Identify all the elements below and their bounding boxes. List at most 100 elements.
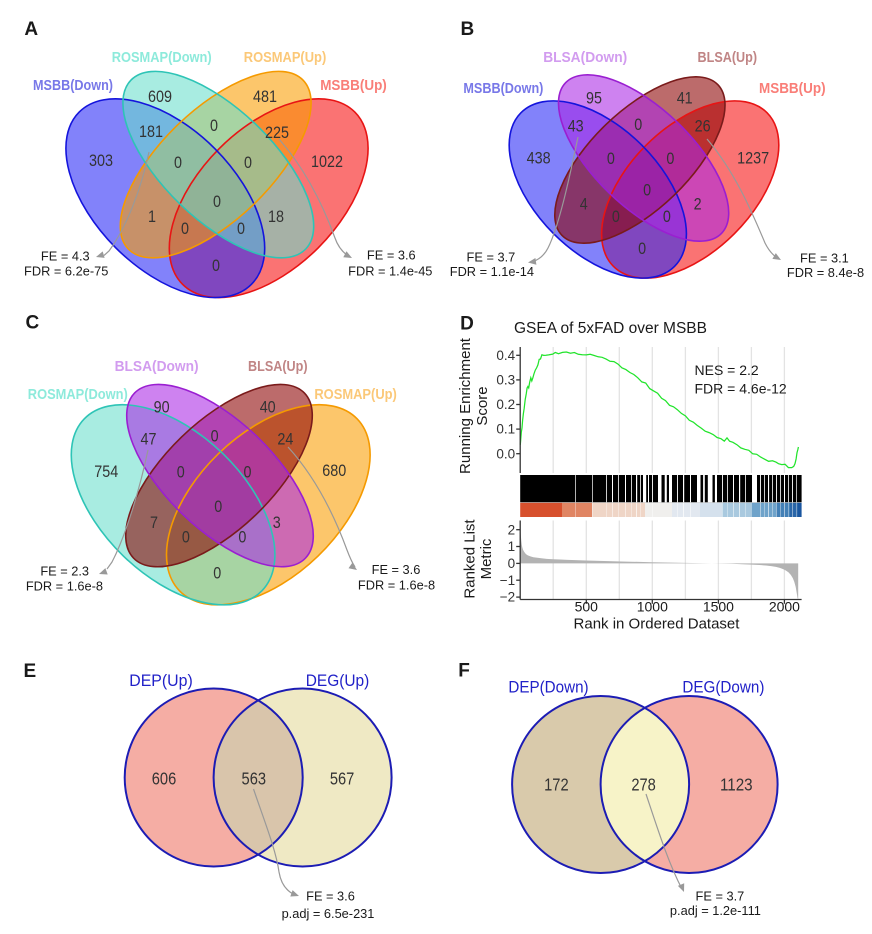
svg-text:2000: 2000 xyxy=(769,599,800,615)
svg-text:606: 606 xyxy=(152,769,177,789)
svg-text:500: 500 xyxy=(575,599,599,615)
svg-text:Score: Score xyxy=(474,386,491,425)
svg-text:−2: −2 xyxy=(500,590,515,605)
svg-text:FDR = 1.6e-8: FDR = 1.6e-8 xyxy=(26,579,103,594)
svg-text:1123: 1123 xyxy=(720,775,753,795)
svg-text:BLSA(Up): BLSA(Up) xyxy=(248,358,308,375)
svg-text:E: E xyxy=(23,661,36,682)
svg-text:680: 680 xyxy=(322,462,346,480)
svg-text:609: 609 xyxy=(148,88,172,106)
svg-text:ROSMAP(Down): ROSMAP(Down) xyxy=(112,49,212,66)
svg-text:40: 40 xyxy=(260,399,276,417)
svg-text:ROSMAP(Down): ROSMAP(Down) xyxy=(28,386,128,403)
svg-text:0: 0 xyxy=(174,154,182,172)
svg-text:0: 0 xyxy=(211,427,219,445)
svg-text:FDR = 1.6e-8: FDR = 1.6e-8 xyxy=(358,578,435,593)
svg-text:DEP(Down): DEP(Down) xyxy=(508,679,588,697)
svg-text:0: 0 xyxy=(213,193,221,211)
svg-text:0: 0 xyxy=(213,565,221,583)
svg-text:438: 438 xyxy=(527,149,551,167)
svg-text:Running Enrichment: Running Enrichment xyxy=(457,337,474,474)
svg-text:24: 24 xyxy=(277,430,293,448)
svg-text:754: 754 xyxy=(94,463,118,481)
svg-text:18: 18 xyxy=(268,208,284,226)
svg-text:4: 4 xyxy=(580,195,588,213)
svg-text:MSBB(Down): MSBB(Down) xyxy=(463,80,543,97)
svg-text:1022: 1022 xyxy=(311,153,343,171)
svg-text:0: 0 xyxy=(612,208,620,226)
svg-text:0: 0 xyxy=(508,556,516,571)
svg-text:ROSMAP(Up): ROSMAP(Up) xyxy=(314,386,397,403)
svg-text:563: 563 xyxy=(242,769,267,789)
svg-text:43: 43 xyxy=(568,118,584,136)
svg-text:−1: −1 xyxy=(500,573,515,588)
svg-text:p.adj = 1.2e-111: p.adj = 1.2e-111 xyxy=(670,903,761,918)
svg-text:Metric: Metric xyxy=(478,538,495,579)
svg-text:0: 0 xyxy=(638,240,646,258)
svg-text:0.3: 0.3 xyxy=(496,373,515,388)
svg-text:C: C xyxy=(26,313,40,334)
svg-text:0.0: 0.0 xyxy=(496,446,515,461)
svg-text:41: 41 xyxy=(677,89,693,107)
svg-text:26: 26 xyxy=(695,118,711,136)
svg-text:0: 0 xyxy=(177,464,185,482)
svg-text:567: 567 xyxy=(330,769,355,789)
svg-text:0: 0 xyxy=(182,528,190,546)
svg-text:FDR = 6.2e-75: FDR = 6.2e-75 xyxy=(24,264,108,279)
svg-text:0: 0 xyxy=(666,150,674,168)
svg-text:0: 0 xyxy=(214,498,222,516)
svg-text:DEP(Up): DEP(Up) xyxy=(129,672,193,690)
svg-text:Ranked List: Ranked List xyxy=(462,519,479,599)
svg-text:FE = 4.3: FE = 4.3 xyxy=(41,249,90,264)
svg-text:NES = 2.2: NES = 2.2 xyxy=(695,362,759,378)
svg-text:FE = 3.6: FE = 3.6 xyxy=(306,889,355,904)
svg-text:1237: 1237 xyxy=(737,149,769,167)
svg-text:95: 95 xyxy=(586,89,602,107)
svg-text:1: 1 xyxy=(148,208,156,226)
svg-text:278: 278 xyxy=(631,775,656,795)
svg-text:FE = 3.6: FE = 3.6 xyxy=(367,248,416,263)
svg-text:1: 1 xyxy=(508,539,516,554)
svg-text:FE = 3.1: FE = 3.1 xyxy=(800,251,849,266)
svg-text:1000: 1000 xyxy=(637,599,668,615)
svg-text:0.2: 0.2 xyxy=(496,397,515,412)
svg-text:0: 0 xyxy=(244,154,252,172)
svg-text:0: 0 xyxy=(210,117,218,135)
svg-text:BLSA(Down): BLSA(Down) xyxy=(543,49,627,66)
svg-text:FE = 3.7: FE = 3.7 xyxy=(696,889,745,904)
svg-text:DEG(Down): DEG(Down) xyxy=(682,679,764,697)
svg-text:90: 90 xyxy=(154,399,170,417)
svg-text:0.4: 0.4 xyxy=(496,348,515,363)
svg-text:47: 47 xyxy=(141,430,157,448)
svg-text:0: 0 xyxy=(238,528,246,546)
svg-text:0: 0 xyxy=(212,257,220,275)
svg-text:172: 172 xyxy=(544,775,569,795)
svg-text:0: 0 xyxy=(607,150,615,168)
svg-text:A: A xyxy=(24,19,38,40)
svg-text:FDR = 1.4e-45: FDR = 1.4e-45 xyxy=(348,263,432,278)
svg-text:1500: 1500 xyxy=(703,599,734,615)
svg-text:FE = 3.7: FE = 3.7 xyxy=(467,250,516,265)
svg-text:FDR = 1.1e-14: FDR = 1.1e-14 xyxy=(450,264,534,279)
svg-text:DEG(Up): DEG(Up) xyxy=(306,672,370,690)
svg-text:FE = 3.6: FE = 3.6 xyxy=(372,562,421,577)
svg-text:481: 481 xyxy=(253,88,277,106)
svg-text:0: 0 xyxy=(244,464,252,482)
svg-text:3: 3 xyxy=(273,514,281,532)
svg-text:0: 0 xyxy=(237,220,245,238)
svg-text:MSBB(Up): MSBB(Up) xyxy=(759,80,826,97)
svg-text:2: 2 xyxy=(694,195,702,213)
svg-text:225: 225 xyxy=(265,124,289,142)
svg-text:0.1: 0.1 xyxy=(496,422,515,437)
svg-text:0: 0 xyxy=(634,116,642,134)
svg-text:B: B xyxy=(461,19,475,40)
svg-text:p.adj = 6.5e-231: p.adj = 6.5e-231 xyxy=(282,906,375,921)
svg-text:BLSA(Down): BLSA(Down) xyxy=(115,358,199,375)
svg-text:7: 7 xyxy=(150,514,158,532)
svg-text:MSBB(Up): MSBB(Up) xyxy=(320,77,387,94)
svg-text:FDR = 8.4e-8: FDR = 8.4e-8 xyxy=(787,265,864,280)
svg-text:FE = 2.3: FE = 2.3 xyxy=(40,564,89,579)
svg-text:D: D xyxy=(460,314,474,335)
svg-text:F: F xyxy=(458,661,470,682)
svg-text:GSEA of 5xFAD over MSBB: GSEA of 5xFAD over MSBB xyxy=(514,320,707,337)
